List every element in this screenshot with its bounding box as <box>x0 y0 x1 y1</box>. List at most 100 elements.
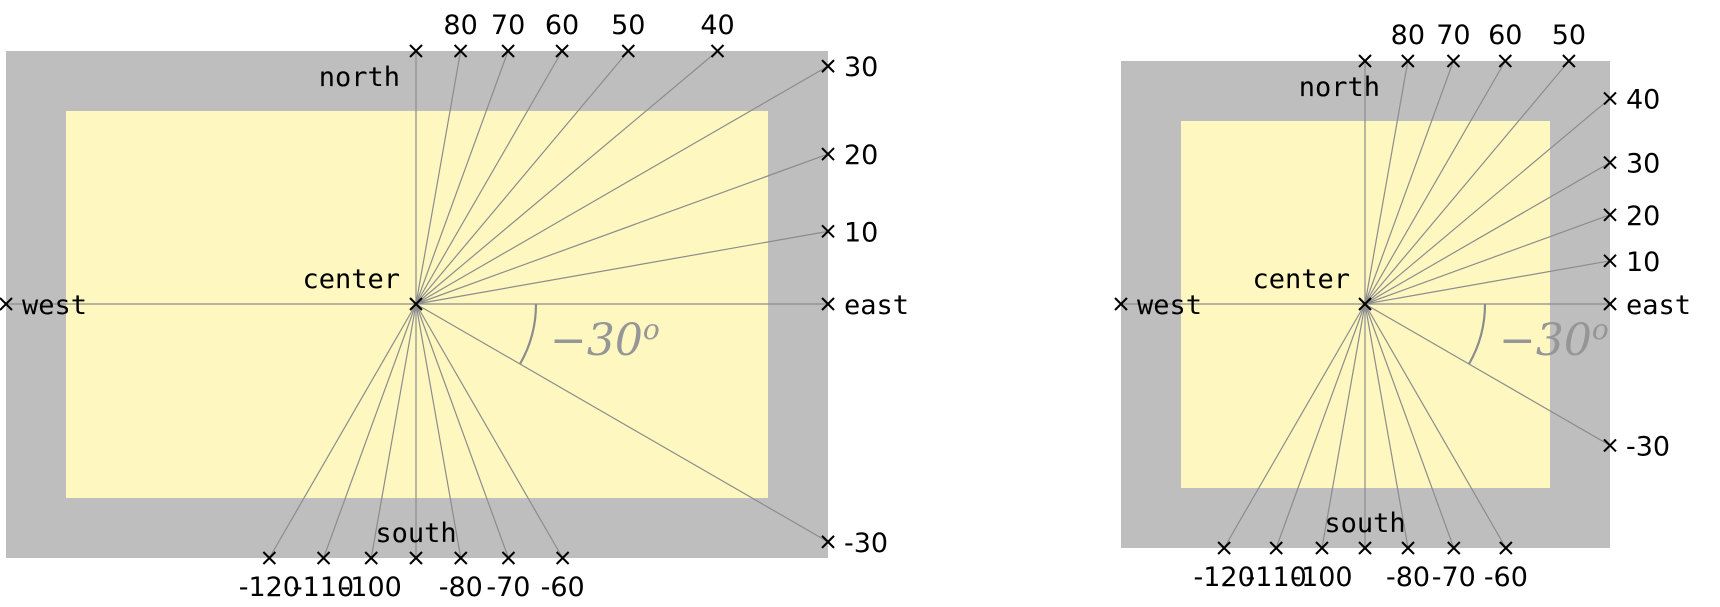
angle-label-70: 70 <box>491 10 525 41</box>
angle-arc <box>1468 303 1487 365</box>
south-anchor-mark <box>409 551 423 565</box>
angle-label--80: -80 <box>439 572 483 603</box>
angle-label--30: -30 <box>844 528 888 559</box>
anchor-mark--30 <box>821 535 835 549</box>
angle-label--100: -100 <box>1291 562 1352 593</box>
angle-label--60: -60 <box>541 572 585 603</box>
ray-50 <box>1364 60 1570 305</box>
anchor-mark-40 <box>1603 91 1617 106</box>
ray-10 <box>1364 260 1611 305</box>
angle-label--70: -70 <box>486 572 530 603</box>
ray-60 <box>1364 60 1506 305</box>
north-label: north <box>1299 72 1380 103</box>
anchor-mark--70 <box>1447 541 1461 555</box>
anchor-mark-80 <box>1401 54 1415 68</box>
west-label: west <box>1137 290 1202 321</box>
anchor-mark--30 <box>1603 438 1617 453</box>
angle-label-20: 20 <box>844 140 878 171</box>
anchor-mark-70 <box>1446 54 1461 68</box>
angle-label-50: 50 <box>611 10 645 41</box>
anchor-mark-20 <box>821 147 835 161</box>
angle-label-10: 10 <box>844 217 878 248</box>
ray--120 <box>268 303 417 559</box>
center-anchor-mark <box>1358 297 1372 311</box>
east-anchor-mark <box>1603 297 1617 311</box>
anchor-mark--60 <box>1499 541 1513 555</box>
anchor-mark--120 <box>262 551 277 565</box>
south-anchor-mark <box>1358 541 1372 555</box>
west-anchor-mark <box>1114 297 1128 311</box>
ray--70 <box>1364 303 1455 549</box>
ray-70 <box>1364 60 1455 305</box>
angle-label--100: -100 <box>341 572 402 603</box>
anchor-mark-80 <box>453 44 468 58</box>
anchor-mark--70 <box>501 551 516 565</box>
ray--60 <box>415 303 564 559</box>
center-label: center <box>1252 264 1350 295</box>
anchor-marks <box>1114 54 1617 555</box>
ray-60 <box>415 50 563 305</box>
ray-10 <box>415 230 829 305</box>
east-label: east <box>844 290 909 321</box>
anchor-mark--110 <box>1269 541 1283 555</box>
center-anchor-mark <box>409 297 423 311</box>
west-anchor-mark <box>0 297 13 311</box>
anchor-mark--80 <box>454 551 468 565</box>
anchor-mark--60 <box>555 551 570 565</box>
angle-label-30: 30 <box>1626 149 1660 180</box>
east-label: east <box>1626 290 1691 321</box>
anchor-mark-60 <box>1498 54 1513 68</box>
angle-labels: 80 70 60 50 40 30 20 10 -30 -60 -70-80 -100-110-120 <box>239 10 888 603</box>
angle-label-40: 40 <box>700 10 734 41</box>
ray-30 <box>1364 162 1611 305</box>
angle-label--70: -70 <box>1432 562 1476 593</box>
anchor-mark-50 <box>1562 54 1576 68</box>
ray-40 <box>1364 97 1611 305</box>
west-label: west <box>22 290 87 321</box>
ray--60 <box>1364 303 1507 549</box>
ray-40 <box>415 50 718 305</box>
anchor-mark-30 <box>1603 155 1617 170</box>
angle-arc <box>519 303 538 365</box>
ray--100 <box>370 303 417 559</box>
north-anchor-mark <box>409 44 423 58</box>
angle-value-label: −30o <box>1499 313 1609 366</box>
angle-label-10: 10 <box>1626 247 1660 278</box>
anchor-mark--80 <box>1401 541 1415 555</box>
anchor-mark-40 <box>710 44 725 58</box>
angle-label-20: 20 <box>1626 201 1660 232</box>
angle-labels: 80 70 60 50 40 30 20 10 -30 -60 -70-80 -100-110-120 <box>1193 20 1670 593</box>
angle-label-40: 40 <box>1626 84 1660 115</box>
ray-80 <box>1364 60 1409 305</box>
anchor-marks <box>0 44 835 565</box>
angle-label-60: 60 <box>545 10 579 41</box>
anchor-mark-20 <box>1603 208 1617 222</box>
angle-rays <box>268 50 829 559</box>
angle-label--110: -110 <box>293 572 354 603</box>
ray--100 <box>1321 303 1366 549</box>
east-anchor-mark <box>821 297 835 311</box>
angle-label-80: 80 <box>443 10 477 41</box>
angle-label--120: -120 <box>239 572 300 603</box>
ray--80 <box>1364 303 1409 549</box>
north-anchor-mark <box>1358 54 1372 68</box>
angle-value-label: −30o <box>550 313 660 366</box>
diagram-right: 80 70 60 50 40 30 20 10 -30 -60 -70-80 -100-110-120… <box>1114 20 1691 593</box>
anchor-mark-30 <box>821 59 835 73</box>
ray-50 <box>415 50 629 305</box>
angle-label--110: -110 <box>1246 562 1307 593</box>
ray-80 <box>415 50 462 305</box>
anchor-mark-50 <box>621 44 635 58</box>
ray--110 <box>1275 303 1366 549</box>
south-label: south <box>1324 508 1405 539</box>
north-label: north <box>319 62 400 93</box>
anchor-mark--110 <box>316 551 331 565</box>
anchor-mark-60 <box>555 44 569 58</box>
angle-label--80: -80 <box>1386 562 1430 593</box>
angle-label--120: -120 <box>1193 562 1254 593</box>
ray-20 <box>415 153 829 305</box>
diagram-left: 80 70 60 50 40 30 20 10 -30 -60 -70-80 -100-110-120… <box>0 10 909 603</box>
angle-label-60: 60 <box>1488 20 1522 51</box>
anchor-mark--120 <box>1217 541 1231 555</box>
